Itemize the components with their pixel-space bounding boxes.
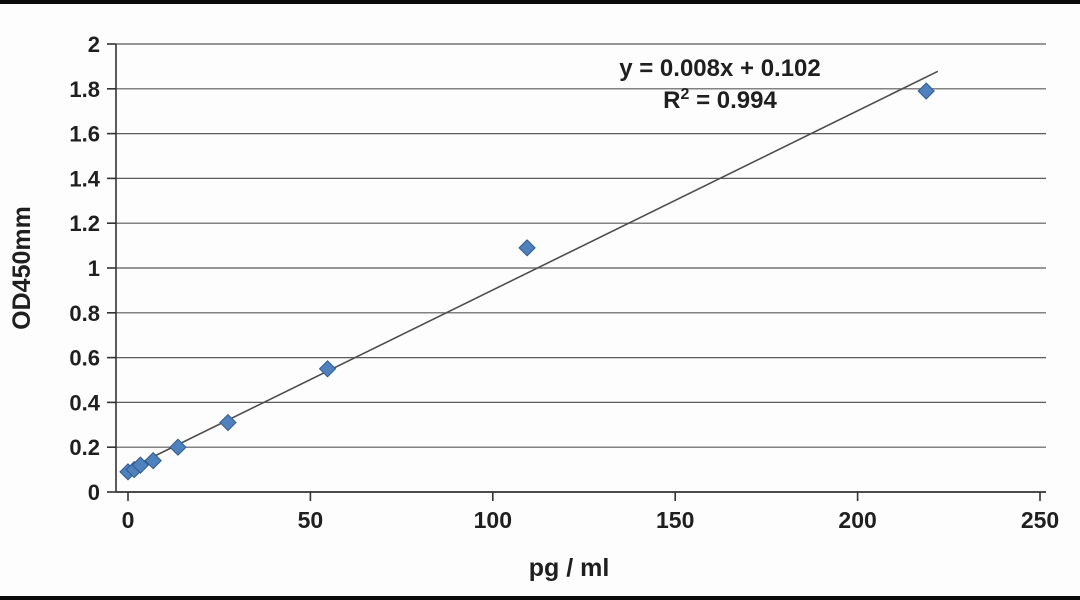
x-tick-label: 0 — [122, 507, 135, 533]
standard-curve-chart: 0 0.2 0.4 0.6 0.8 1 1.2 1.4 1.6 1.8 2 0 50 100 150 200 2… — [8, 32, 1059, 582]
y-tick-label: 1.6 — [69, 122, 100, 147]
x-tick-label: 200 — [838, 507, 876, 533]
y-tick-label: 0 — [88, 480, 100, 505]
y-tick-label: 0.6 — [69, 346, 100, 371]
data-point-marker — [144, 451, 162, 470]
y-tick-label: 2 — [88, 32, 100, 57]
x-tick-label: 250 — [1021, 507, 1059, 533]
data-point-marker — [318, 360, 337, 378]
x-tick-label: 100 — [474, 507, 512, 533]
trendline-equation: y = 0.008x + 0.102 — [619, 55, 821, 82]
y-tick-label: 1.4 — [69, 166, 100, 191]
data-point-marker — [169, 438, 187, 456]
y-tick-label: 0.2 — [69, 435, 100, 460]
data-point-marker — [917, 82, 935, 100]
trendline — [127, 70, 939, 470]
data-point-marker — [131, 456, 150, 474]
y-axis-title: OD450mm — [8, 206, 36, 330]
y-tick-label: 1 — [88, 256, 100, 281]
data-point-marker — [219, 413, 237, 432]
y-tick-label: 0.8 — [69, 301, 100, 326]
y-tick-label: 1.2 — [69, 211, 100, 236]
x-tick-label: 150 — [656, 507, 694, 533]
data-point-marker — [518, 239, 536, 257]
x-tick-label: 50 — [298, 507, 324, 533]
y-tick-label: 0.4 — [69, 390, 100, 415]
x-axis-title: pg / ml — [529, 554, 610, 582]
y-tick-label: 1.8 — [69, 77, 100, 102]
r-squared-label: R2 = 0.994 — [663, 86, 777, 114]
